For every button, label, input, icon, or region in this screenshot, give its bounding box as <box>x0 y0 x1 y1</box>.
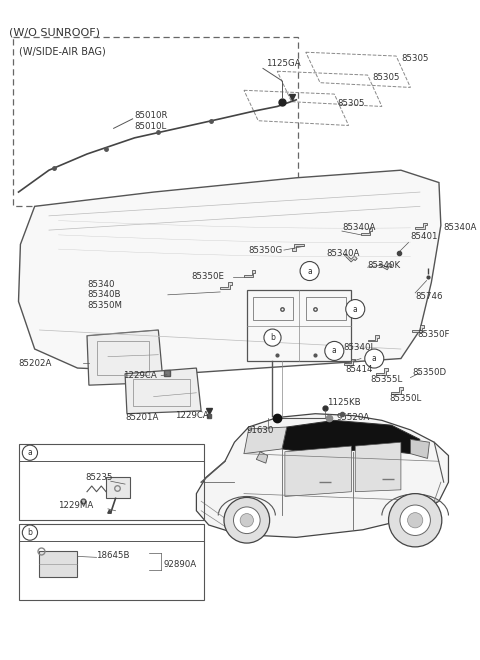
Circle shape <box>346 300 365 319</box>
Circle shape <box>22 445 37 460</box>
Text: 85010R: 85010R <box>134 112 168 121</box>
Polygon shape <box>282 420 420 453</box>
Polygon shape <box>412 325 424 332</box>
Text: a: a <box>353 304 358 313</box>
Circle shape <box>300 261 319 280</box>
Polygon shape <box>368 335 379 341</box>
Text: 85350D: 85350D <box>412 368 446 378</box>
Text: 85350G: 85350G <box>249 246 283 255</box>
Circle shape <box>325 341 344 360</box>
Text: 85414: 85414 <box>346 366 373 374</box>
Text: 92890A: 92890A <box>163 560 196 568</box>
Polygon shape <box>391 387 403 394</box>
Polygon shape <box>376 368 387 375</box>
Text: 1229MA: 1229MA <box>59 502 94 510</box>
Polygon shape <box>220 282 231 289</box>
Text: 85010L: 85010L <box>134 122 167 131</box>
Text: 85305: 85305 <box>372 73 400 82</box>
Text: 1125GA: 1125GA <box>266 59 300 68</box>
Polygon shape <box>87 330 163 385</box>
Polygon shape <box>415 222 427 229</box>
Polygon shape <box>125 368 201 414</box>
Text: 1125KB: 1125KB <box>327 398 360 407</box>
Text: 85340J: 85340J <box>344 343 374 352</box>
Circle shape <box>240 513 253 527</box>
Circle shape <box>388 494 442 547</box>
Bar <box>39 550 77 578</box>
Text: 85350F: 85350F <box>417 330 450 339</box>
Polygon shape <box>256 451 268 463</box>
Circle shape <box>365 349 384 368</box>
Bar <box>106 477 130 498</box>
Circle shape <box>233 507 260 533</box>
Circle shape <box>264 329 281 346</box>
Text: 85305: 85305 <box>337 99 365 108</box>
Bar <box>19 524 204 600</box>
Text: 85202A: 85202A <box>19 359 52 368</box>
Bar <box>306 297 346 321</box>
Text: b: b <box>270 333 275 342</box>
Circle shape <box>400 505 431 535</box>
Text: 85305: 85305 <box>401 54 429 63</box>
Polygon shape <box>285 446 351 496</box>
Text: 85355L: 85355L <box>371 375 403 384</box>
Text: 85350E: 85350E <box>192 272 225 281</box>
Bar <box>19 444 204 520</box>
Polygon shape <box>344 358 355 365</box>
Text: (W/O SUNROOF): (W/O SUNROOF) <box>9 28 100 38</box>
Text: 91630: 91630 <box>247 426 274 436</box>
Text: a: a <box>307 267 312 275</box>
Bar <box>96 341 149 375</box>
Polygon shape <box>244 427 287 453</box>
Polygon shape <box>196 414 448 537</box>
Text: a: a <box>27 448 32 457</box>
Circle shape <box>22 525 37 541</box>
Polygon shape <box>355 442 401 492</box>
Text: 95520A: 95520A <box>336 413 370 422</box>
Text: a: a <box>332 346 336 356</box>
Text: 85340K: 85340K <box>368 261 401 270</box>
Bar <box>132 379 190 406</box>
Text: 85350M: 85350M <box>87 301 122 310</box>
Text: a: a <box>372 354 377 363</box>
Polygon shape <box>292 244 304 251</box>
Text: 85746: 85746 <box>415 292 443 301</box>
Bar <box>253 297 293 321</box>
Text: 85201A: 85201A <box>125 413 158 422</box>
Polygon shape <box>410 440 430 459</box>
Text: 1229CA: 1229CA <box>176 411 209 420</box>
Text: b: b <box>27 528 32 537</box>
Polygon shape <box>19 170 441 373</box>
Text: 85340A: 85340A <box>342 223 375 232</box>
Text: 1229CA: 1229CA <box>123 371 157 380</box>
Circle shape <box>408 513 423 528</box>
Text: 18645B: 18645B <box>96 551 130 560</box>
Text: 85340B: 85340B <box>87 290 120 299</box>
Polygon shape <box>244 270 255 277</box>
Text: (W/SIDE-AIR BAG): (W/SIDE-AIR BAG) <box>19 46 105 57</box>
Text: 85350L: 85350L <box>389 394 422 403</box>
Bar <box>247 290 351 362</box>
Text: 85401: 85401 <box>410 232 438 242</box>
Text: 85235: 85235 <box>85 473 113 482</box>
Polygon shape <box>379 263 392 270</box>
Polygon shape <box>344 254 357 262</box>
Text: 85340A: 85340A <box>444 223 477 232</box>
Polygon shape <box>361 228 372 235</box>
Circle shape <box>224 498 270 543</box>
Text: 85340: 85340 <box>87 280 115 289</box>
Text: 85340A: 85340A <box>327 249 360 259</box>
